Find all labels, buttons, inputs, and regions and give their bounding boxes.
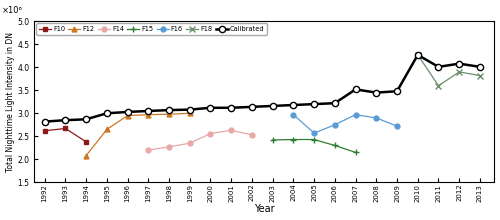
F15: [311, 138, 317, 141]
F14: [187, 142, 193, 145]
F10: [83, 141, 89, 143]
Line: F16: F16: [291, 112, 400, 136]
F16: [332, 123, 338, 126]
Calibrated: [456, 62, 462, 65]
F10: [42, 129, 48, 132]
F12: [166, 113, 172, 116]
Calibrated: [374, 91, 380, 94]
Calibrated: [104, 112, 110, 115]
Calibrated: [124, 111, 130, 113]
Calibrated: [228, 106, 234, 109]
F16: [352, 113, 358, 116]
F15: [290, 138, 296, 141]
Calibrated: [146, 110, 152, 112]
F12: [124, 114, 130, 117]
Line: F15: F15: [269, 136, 359, 156]
Line: F12: F12: [84, 111, 192, 158]
F16: [311, 132, 317, 134]
Legend: F10, F12, F14, F15, F16, F18, Calibrated: F10, F12, F14, F15, F16, F18, Calibrated: [36, 23, 267, 35]
Calibrated: [352, 88, 358, 91]
F16: [394, 125, 400, 128]
Calibrated: [332, 102, 338, 104]
Line: Calibrated: Calibrated: [42, 52, 483, 125]
F14: [249, 134, 255, 136]
F14: [166, 146, 172, 148]
F16: [374, 117, 380, 119]
Calibrated: [436, 66, 442, 68]
F16: [290, 113, 296, 116]
F12: [146, 113, 152, 116]
Calibrated: [290, 104, 296, 106]
Calibrated: [42, 120, 48, 123]
F10: [62, 127, 68, 130]
Calibrated: [62, 119, 68, 121]
F12: [104, 128, 110, 131]
Line: F14: F14: [146, 128, 254, 152]
X-axis label: Year: Year: [254, 204, 274, 214]
Calibrated: [311, 103, 317, 105]
F14: [208, 132, 214, 135]
F15: [352, 151, 358, 154]
F14: [228, 129, 234, 132]
Calibrated: [415, 54, 421, 56]
Line: F18: F18: [415, 52, 482, 88]
F15: [270, 139, 276, 141]
F18: [477, 74, 483, 77]
Calibrated: [477, 66, 483, 68]
Calibrated: [83, 118, 89, 121]
Calibrated: [187, 108, 193, 111]
Line: F10: F10: [42, 126, 88, 144]
F18: [415, 54, 421, 56]
Calibrated: [249, 106, 255, 108]
Calibrated: [166, 109, 172, 111]
Calibrated: [394, 90, 400, 93]
F18: [436, 84, 442, 87]
Text: ×10⁶: ×10⁶: [2, 6, 23, 15]
F18: [456, 71, 462, 73]
F12: [187, 112, 193, 115]
F12: [83, 154, 89, 157]
F15: [332, 144, 338, 147]
F14: [146, 149, 152, 151]
Y-axis label: Total Nighttime Light Intensity in DN: Total Nighttime Light Intensity in DN: [6, 32, 15, 172]
Calibrated: [208, 106, 214, 109]
Calibrated: [270, 105, 276, 107]
